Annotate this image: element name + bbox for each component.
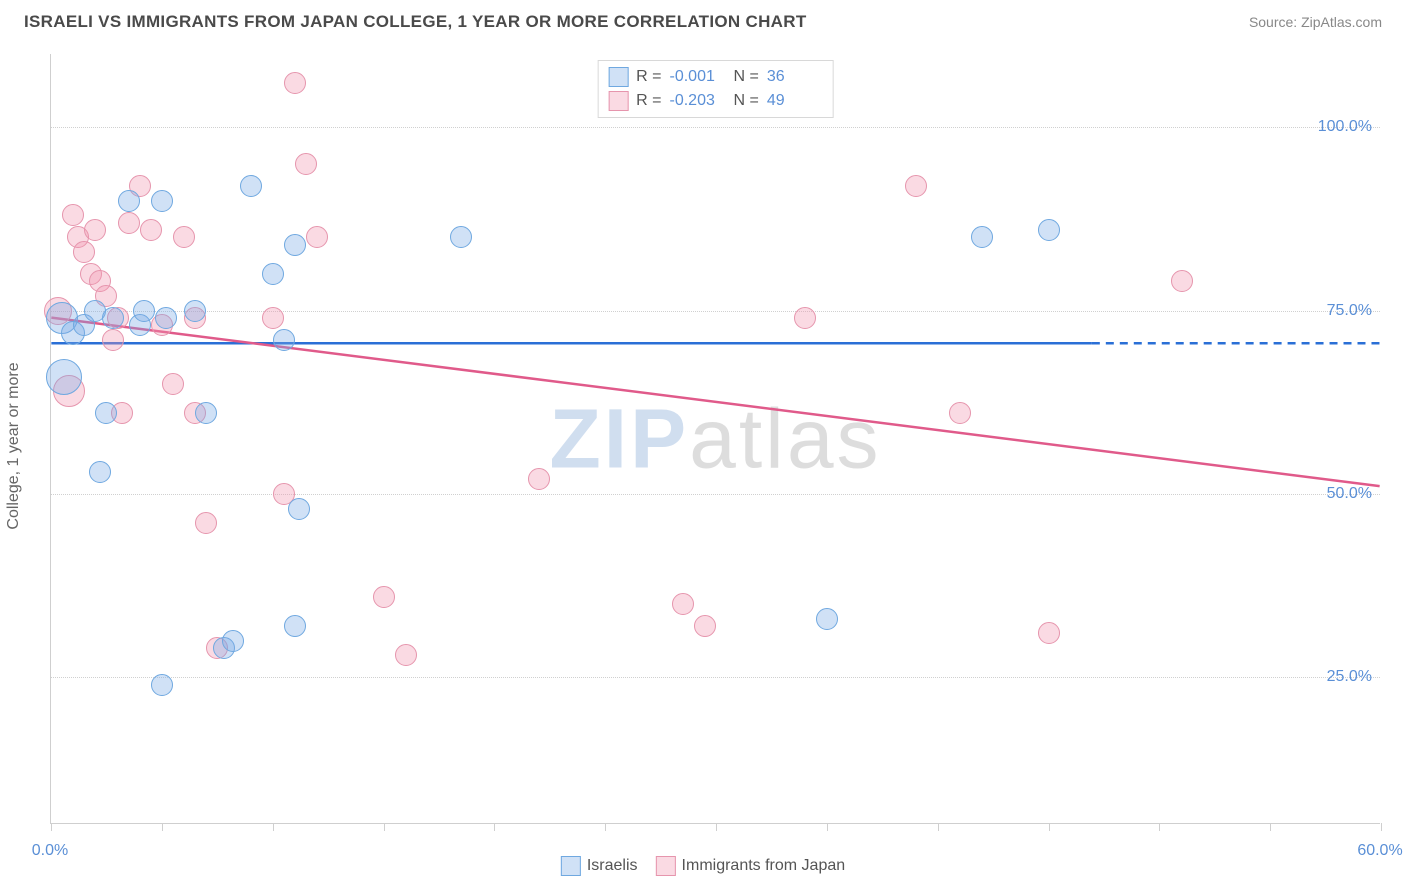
gridline <box>51 127 1380 128</box>
data-point <box>949 402 971 424</box>
legend-item: Immigrants from Japan <box>656 856 846 876</box>
data-point <box>694 615 716 637</box>
x-tick <box>938 823 939 831</box>
legend-swatch <box>561 856 581 876</box>
x-tick <box>1270 823 1271 831</box>
legend-row: R = -0.001 N = 36 <box>608 65 823 89</box>
legend-n-label: N = <box>734 68 759 86</box>
data-point <box>284 72 306 94</box>
data-point <box>971 226 993 248</box>
data-point <box>118 212 140 234</box>
x-tick <box>1049 823 1050 831</box>
data-point <box>240 175 262 197</box>
chart-header: ISRAELI VS IMMIGRANTS FROM JAPAN COLLEGE… <box>0 0 1406 40</box>
source-attribution: Source: ZipAtlas.com <box>1249 14 1382 30</box>
data-point <box>284 234 306 256</box>
data-point <box>528 468 550 490</box>
legend-label: Israelis <box>587 857 638 875</box>
data-point <box>73 241 95 263</box>
data-point <box>273 329 295 351</box>
gridline <box>51 494 1380 495</box>
data-point <box>151 190 173 212</box>
data-point <box>133 300 155 322</box>
legend-row: R = -0.203 N = 49 <box>608 89 823 113</box>
data-point <box>62 204 84 226</box>
data-point <box>84 219 106 241</box>
data-point <box>295 153 317 175</box>
legend-swatch <box>656 856 676 876</box>
data-point <box>102 307 124 329</box>
data-point <box>284 615 306 637</box>
x-tick <box>605 823 606 831</box>
data-point <box>155 307 177 329</box>
legend-swatch <box>608 91 628 111</box>
legend-n-value: 49 <box>767 92 823 110</box>
x-tick <box>1381 823 1382 831</box>
data-point <box>1038 622 1060 644</box>
correlation-legend: R = -0.001 N = 36 R = -0.203 N = 49 <box>597 60 834 118</box>
data-point <box>102 329 124 351</box>
data-point <box>450 226 472 248</box>
x-tick <box>51 823 52 831</box>
data-point <box>151 674 173 696</box>
data-point <box>794 307 816 329</box>
y-axis-label: College, 1 year or more <box>5 362 23 529</box>
data-point <box>222 630 244 652</box>
data-point <box>262 263 284 285</box>
y-tick-label: 75.0% <box>1327 302 1372 320</box>
data-point <box>173 226 195 248</box>
data-point <box>672 593 694 615</box>
x-tick <box>1159 823 1160 831</box>
y-tick-label: 100.0% <box>1318 118 1372 136</box>
data-point <box>1171 270 1193 292</box>
x-tick <box>827 823 828 831</box>
legend-n-value: 36 <box>767 68 823 86</box>
data-point <box>162 373 184 395</box>
legend-item: Israelis <box>561 856 638 876</box>
legend-r-label: R = <box>636 92 661 110</box>
data-point <box>905 175 927 197</box>
chart-title: ISRAELI VS IMMIGRANTS FROM JAPAN COLLEGE… <box>24 12 807 32</box>
x-tick <box>273 823 274 831</box>
data-point <box>288 498 310 520</box>
x-tick-label: 0.0% <box>32 842 68 860</box>
gridline <box>51 677 1380 678</box>
x-tick <box>384 823 385 831</box>
legend-r-label: R = <box>636 68 661 86</box>
data-point <box>262 307 284 329</box>
x-tick <box>162 823 163 831</box>
data-point <box>1038 219 1060 241</box>
data-point <box>816 608 838 630</box>
legend-label: Immigrants from Japan <box>682 857 846 875</box>
x-tick <box>716 823 717 831</box>
data-point <box>184 300 206 322</box>
trend-lines <box>51 54 1380 823</box>
data-point <box>373 586 395 608</box>
legend-r-value: -0.203 <box>670 92 726 110</box>
x-tick <box>494 823 495 831</box>
data-point <box>118 190 140 212</box>
data-point <box>89 461 111 483</box>
data-point <box>95 402 117 424</box>
watermark-zip: ZIP <box>549 391 689 485</box>
data-point <box>195 402 217 424</box>
watermark-atlas: atlas <box>689 391 881 485</box>
gridline <box>51 311 1380 312</box>
legend-n-label: N = <box>734 92 759 110</box>
x-tick-label: 60.0% <box>1357 842 1402 860</box>
data-point <box>195 512 217 534</box>
watermark: ZIPatlas <box>549 390 881 487</box>
data-point <box>395 644 417 666</box>
data-point <box>140 219 162 241</box>
legend-swatch <box>608 67 628 87</box>
y-tick-label: 25.0% <box>1327 668 1372 686</box>
plot-area: ZIPatlas R = -0.001 N = 36 R = -0.203 N = 49 25… <box>50 54 1380 824</box>
series-legend: Israelis Immigrants from Japan <box>561 856 845 876</box>
y-tick-label: 50.0% <box>1327 485 1372 503</box>
legend-r-value: -0.001 <box>670 68 726 86</box>
data-point <box>46 359 82 395</box>
data-point <box>306 226 328 248</box>
